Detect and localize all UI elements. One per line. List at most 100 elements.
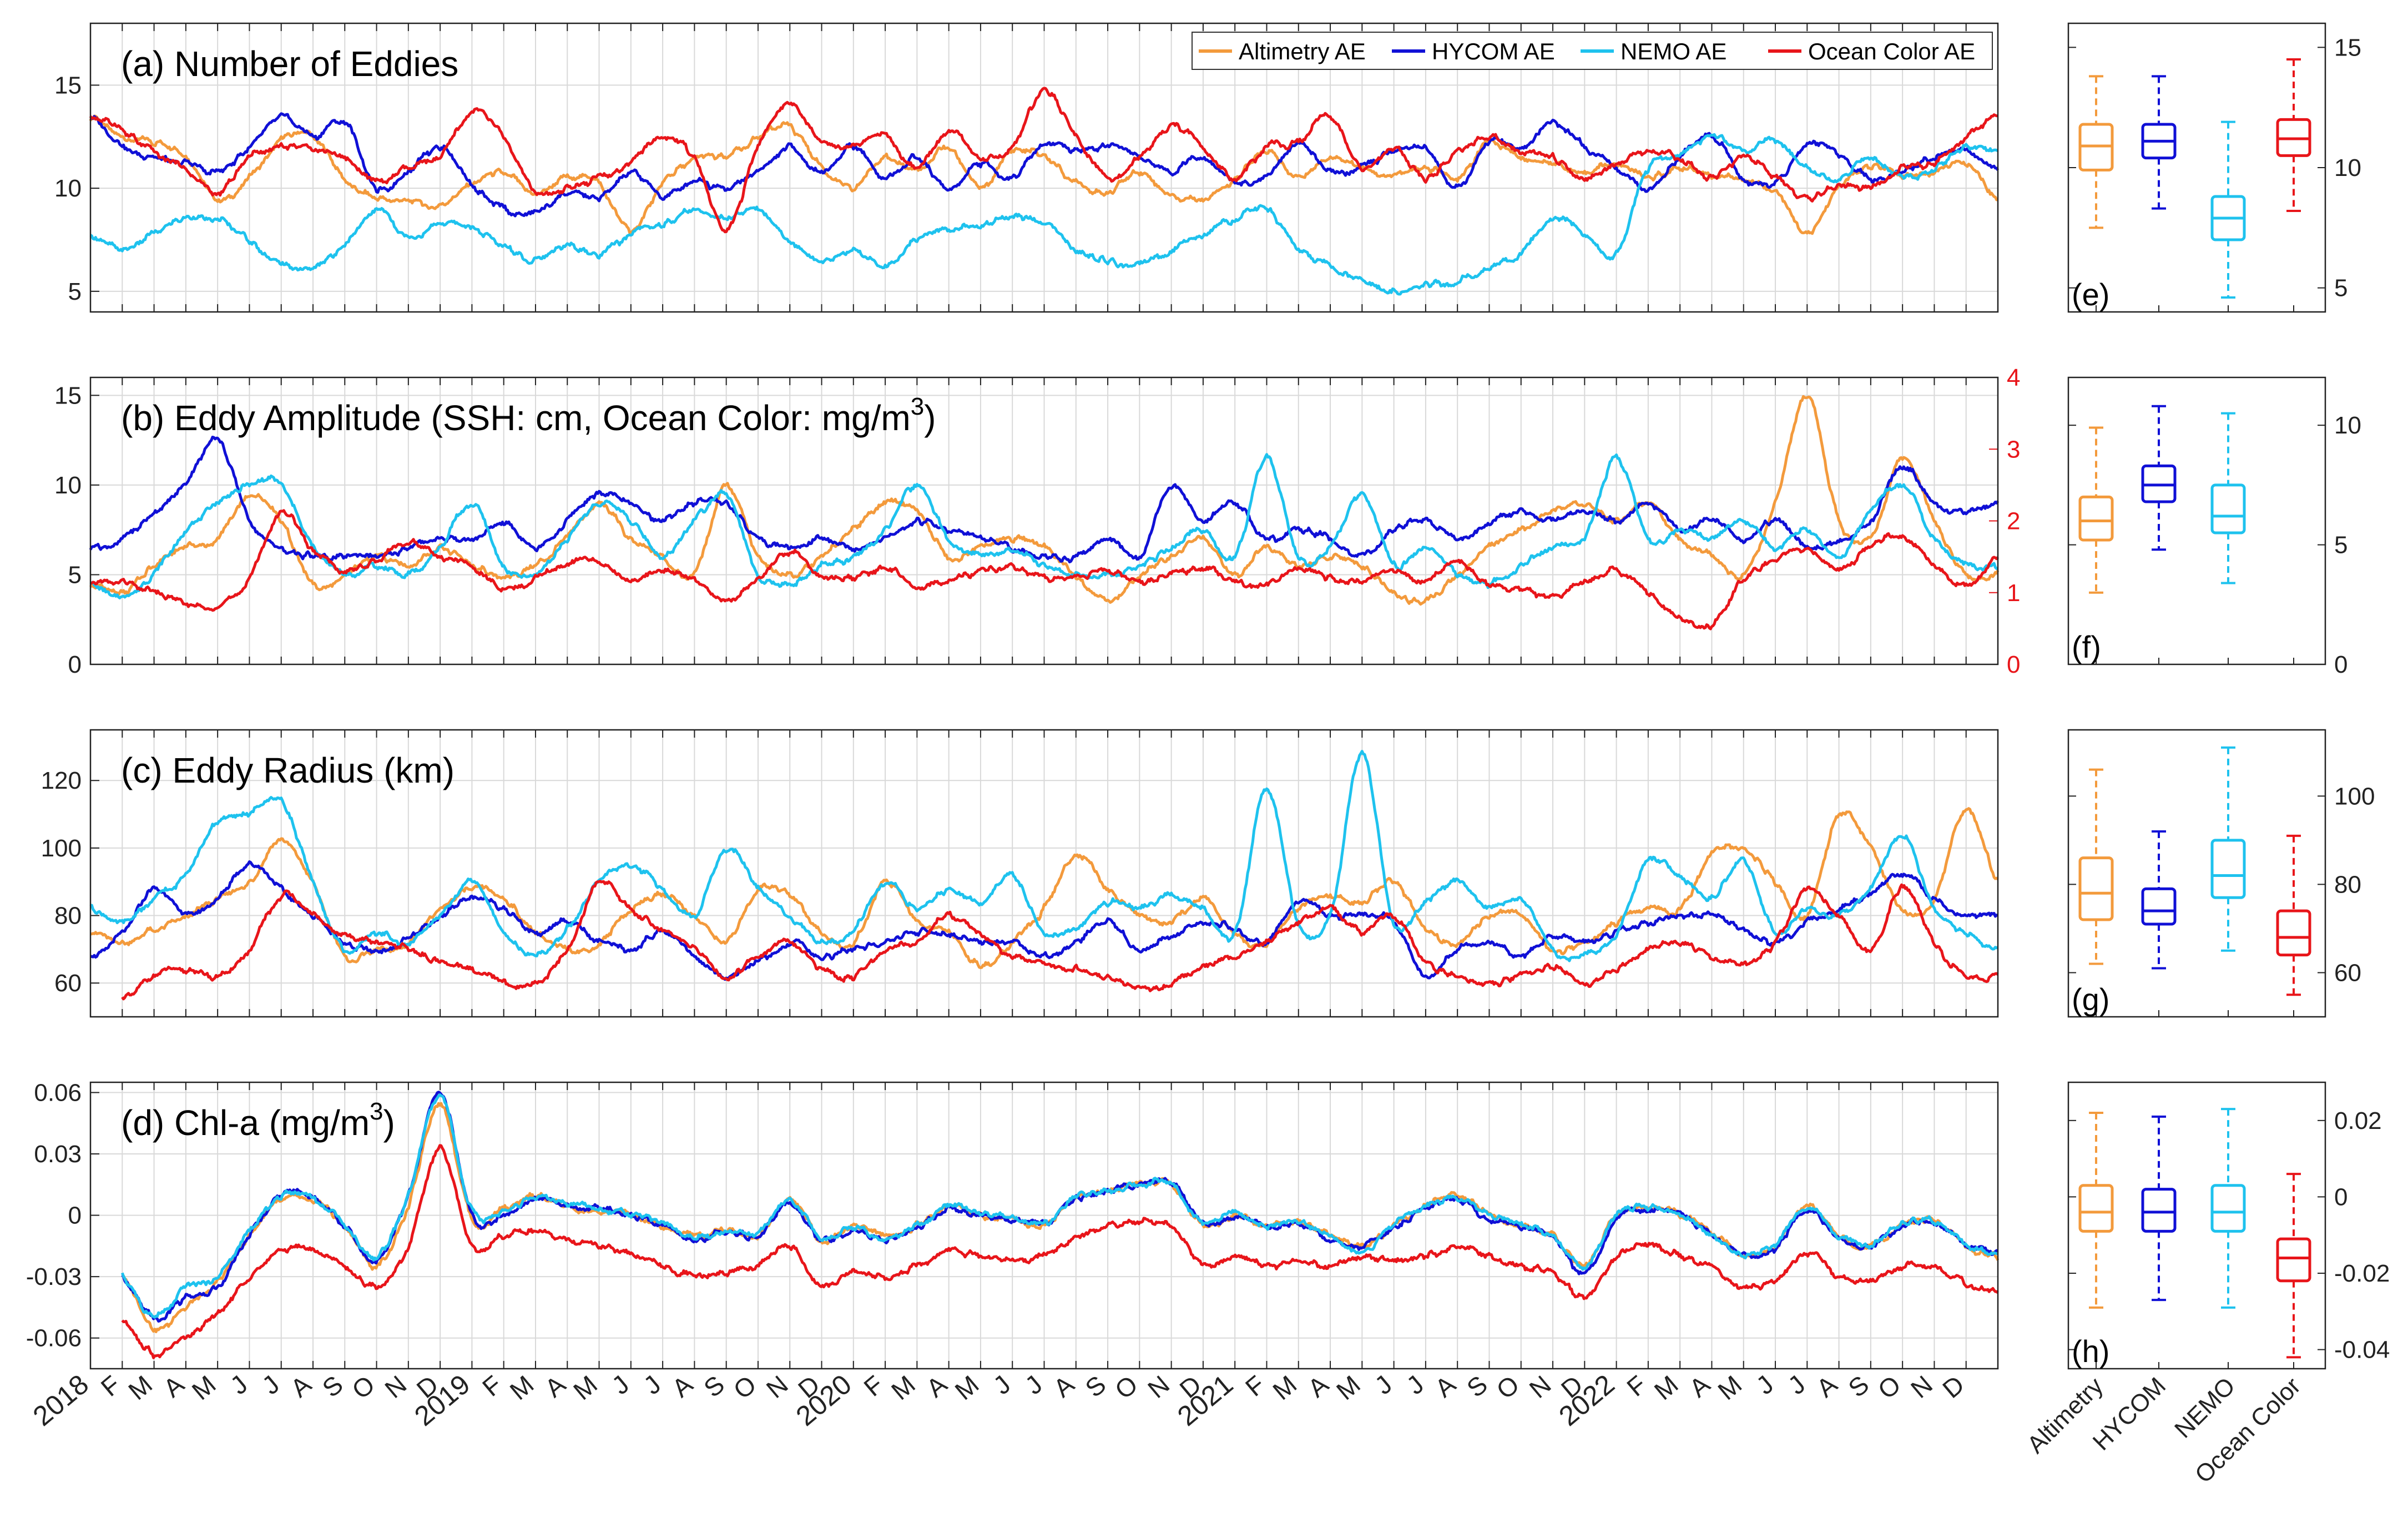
- panel-title: (a) Number of Eddies: [121, 44, 458, 84]
- box-OceanColor: [2276, 1173, 2311, 1359]
- panel-title-text: (a) Number of Eddies: [121, 44, 458, 84]
- panel-h: 0.02 0 -0.02 -0.04 (h): [2067, 1081, 2390, 1370]
- y-tick-label: 5: [68, 278, 82, 305]
- y-tick-label: 10: [54, 472, 82, 499]
- panel-b: 0 5 10 15 0 1 2 3 4 (b) Eddy Amplitude (SSH: cm, …: [54, 364, 2020, 678]
- y2-tick-label: 4: [2007, 364, 2020, 391]
- iqr-box: [2210, 483, 2246, 534]
- box-NEMO: [2210, 1108, 2246, 1309]
- x-month-label: M: [186, 1370, 221, 1405]
- box-frame: [2067, 1081, 2326, 1370]
- iqr-box: [2141, 1188, 2177, 1233]
- panel-title: (d) Chl-a (mg/m3): [121, 1098, 395, 1143]
- x-month-label: F: [1621, 1370, 1652, 1402]
- y-tick-label: 15: [54, 382, 82, 409]
- box-HYCOM: [2141, 1115, 2177, 1302]
- x-month-label: J: [1019, 1370, 1048, 1400]
- panel-title-superscript: 3: [370, 1098, 383, 1125]
- series-line-Altimetry: [89, 395, 2000, 606]
- x-month-label: M: [1331, 1370, 1366, 1405]
- x-month-label: A: [285, 1370, 316, 1403]
- x-month-label: N: [1905, 1370, 1938, 1404]
- iqr-box: [2078, 856, 2114, 921]
- x-month-label: F: [95, 1370, 126, 1402]
- box-panel-label: (g): [2072, 982, 2109, 1017]
- panel-title-close: ): [924, 398, 936, 438]
- x-month-label: M: [123, 1370, 158, 1405]
- x-month-label: J: [988, 1370, 1016, 1400]
- iqr-box: [2276, 909, 2311, 957]
- panel-title-text: (d) Chl-a (mg/m: [121, 1103, 370, 1143]
- x-month-label: O: [1109, 1370, 1143, 1405]
- x-month-label: A: [1811, 1370, 1842, 1403]
- panel-title-close: ): [383, 1103, 395, 1143]
- box-frame: [2067, 729, 2326, 1018]
- box-HYCOM: [2141, 75, 2177, 210]
- y-tick-label: 10: [2334, 154, 2361, 181]
- panel-f: 0 5 10 (f): [2067, 376, 2361, 678]
- y-tick-label: 5: [2334, 532, 2348, 559]
- series-line-NEMO: [89, 750, 1999, 962]
- panel-a: 5 10 15 (a) Number of Eddies Altimetry AE HYC…: [54, 22, 2000, 313]
- panel-title-superscript: 3: [911, 393, 924, 420]
- box-NEMO: [2210, 412, 2246, 584]
- x-month-label: A: [921, 1370, 952, 1403]
- y-tick-label: 100: [41, 835, 82, 862]
- box-Altimetry: [2078, 1112, 2114, 1309]
- x-month-label: A: [158, 1370, 189, 1403]
- panel-title: (b) Eddy Amplitude (SSH: cm, Ocean Color…: [121, 393, 936, 438]
- box-panel-label: (h): [2072, 1334, 2109, 1369]
- x-month-label: D: [1937, 1370, 1970, 1404]
- y-tick-label: 0: [2334, 651, 2348, 678]
- series-line-OceanColor: [121, 880, 1999, 1001]
- x-month-label: M: [568, 1370, 603, 1405]
- x-month-label: O: [1491, 1370, 1524, 1405]
- y-tick-label: 120: [41, 767, 82, 794]
- box-panel-label: (e): [2072, 277, 2109, 312]
- y-tick-label: 0.02: [2334, 1107, 2382, 1134]
- x-month-label: J: [256, 1370, 285, 1400]
- y-tick-label: 10: [54, 175, 82, 202]
- y2-tick-label: 0: [2007, 651, 2020, 678]
- y2-tick-label: 2: [2007, 508, 2020, 535]
- y-tick-label: -0.06: [26, 1325, 82, 1352]
- iqr-box: [2141, 887, 2177, 926]
- series-line-OceanColor: [90, 509, 1999, 631]
- x-month-label: M: [1267, 1370, 1302, 1405]
- x-month-label: S: [698, 1370, 730, 1403]
- x-month-label: J: [1750, 1370, 1779, 1400]
- legend-label: NEMO AE: [1621, 38, 1727, 64]
- box-NEMO: [2210, 746, 2246, 952]
- legend-label: Altimetry AE: [1239, 38, 1366, 64]
- series-line-HYCOM: [90, 860, 1998, 981]
- x-month-label: J: [1369, 1370, 1397, 1400]
- x-month-label: S: [1080, 1370, 1112, 1403]
- box-OceanColor: [2276, 58, 2311, 212]
- box-HYCOM: [2141, 405, 2177, 551]
- box-Altimetry: [2078, 768, 2114, 965]
- y-tick-label: -0.03: [26, 1263, 82, 1290]
- y2-tick-label: 1: [2007, 579, 2020, 607]
- box-frame: [2067, 22, 2326, 313]
- x-month-label: J: [225, 1370, 253, 1400]
- series-line-HYCOM: [90, 112, 2000, 218]
- plot-frame: [89, 22, 1999, 313]
- iqr-box: [2078, 1184, 2114, 1233]
- box-panel-label: (f): [2072, 629, 2101, 664]
- y-tick-label: 0: [68, 1202, 82, 1229]
- iqr-box: [2276, 1237, 2311, 1283]
- box-NEMO: [2210, 120, 2246, 299]
- panel-title-text: (b) Eddy Amplitude (SSH: cm, Ocean Color…: [121, 398, 911, 438]
- y-tick-label: 0: [2334, 1183, 2348, 1211]
- x-month-label: A: [667, 1370, 698, 1403]
- x-month-label: F: [477, 1370, 507, 1402]
- x-month-label: M: [1712, 1370, 1747, 1405]
- plot-frame: [89, 376, 1999, 665]
- x-month-label: N: [379, 1370, 412, 1404]
- series-line-NEMO: [120, 1093, 1998, 1319]
- y2-tick-label: 3: [2007, 436, 2020, 463]
- x-month-label: N: [1142, 1370, 1175, 1404]
